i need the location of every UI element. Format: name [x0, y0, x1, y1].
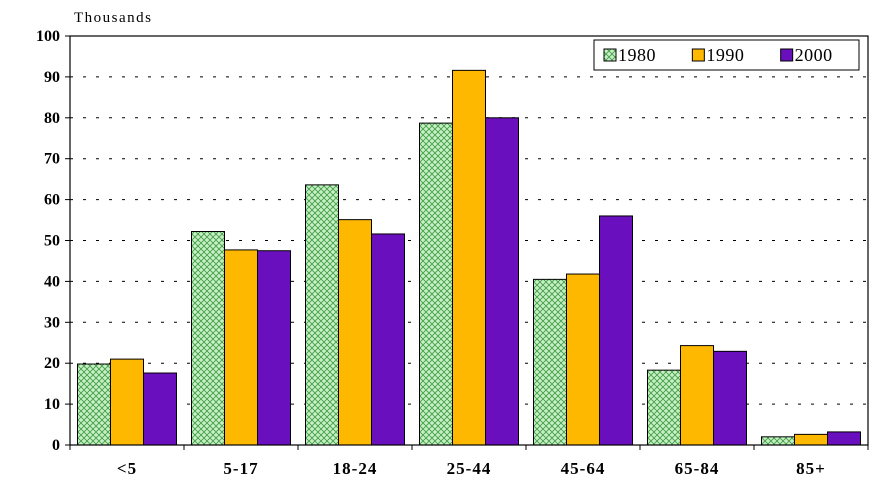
bar-1980-65-84 — [647, 369, 681, 446]
y-tick-label: 80 — [44, 110, 60, 127]
y-tick-label: 10 — [44, 396, 60, 413]
x-tick-label: <5 — [117, 459, 137, 478]
bar-2000-5-17 — [257, 250, 291, 446]
y-tick-label: 0 — [52, 437, 60, 454]
y-tick-label: 90 — [44, 69, 60, 86]
x-tick-label: 45-64 — [561, 459, 606, 478]
bar-2000-25-44 — [485, 117, 519, 446]
legend-swatch-1980 — [603, 48, 617, 62]
y-tick-label: 40 — [44, 273, 60, 290]
x-tick-label: 25-44 — [447, 459, 492, 478]
y-tick-label: 60 — [44, 192, 60, 209]
legend: 1980 1990 2000 — [593, 39, 860, 71]
bar-2000-85+ — [827, 431, 861, 446]
y-tick-label: 50 — [44, 233, 60, 250]
y-tick-label: 100 — [36, 28, 60, 45]
x-tick-label: 65-84 — [675, 459, 720, 478]
bar-2000-<5 — [143, 372, 177, 446]
bar-1980-45-64 — [533, 278, 567, 446]
bar-1980-<5 — [77, 363, 111, 446]
y-tick-label: 30 — [44, 314, 60, 331]
bar-1980-85+ — [761, 436, 795, 446]
bar-1990-18-24 — [338, 219, 372, 446]
bar-1990-5-17 — [224, 249, 258, 446]
y-tick-labels: 0 10 20 30 40 50 60 70 80 90 100 — [36, 28, 60, 454]
y-tick-label: 20 — [44, 355, 60, 372]
y-axis-unit-label: Thousands — [74, 10, 153, 26]
x-tick-label: 5-17 — [223, 459, 258, 478]
bars — [77, 69, 861, 446]
bar-1990-85+ — [794, 433, 828, 446]
legend-label-1990: 1990 — [706, 45, 744, 65]
x-tick-label: 18-24 — [333, 459, 378, 478]
bar-1990-<5 — [110, 358, 144, 446]
legend-swatch-1990 — [691, 48, 705, 62]
bar-2000-45-64 — [599, 215, 633, 446]
bar-1990-45-64 — [566, 273, 600, 446]
x-tick-labels: <5 5-17 18-24 25-44 45-64 65-84 85+ — [117, 459, 826, 478]
x-tick-label: 85+ — [796, 459, 826, 478]
bar-1990-65-84 — [680, 345, 714, 446]
legend-box — [593, 39, 860, 71]
legend-swatch-2000 — [780, 48, 794, 62]
axes — [65, 35, 869, 450]
bar-1980-18-24 — [305, 184, 339, 446]
legend-label-1980: 1980 — [618, 45, 656, 65]
bar-1990-25-44 — [452, 69, 486, 446]
bar-2000-18-24 — [371, 233, 405, 446]
bar-2000-65-84 — [713, 350, 747, 446]
bar-1980-5-17 — [191, 231, 225, 446]
y-tick-label: 70 — [44, 151, 60, 168]
bar-1980-25-44 — [419, 122, 453, 446]
legend-label-2000: 2000 — [795, 45, 833, 65]
